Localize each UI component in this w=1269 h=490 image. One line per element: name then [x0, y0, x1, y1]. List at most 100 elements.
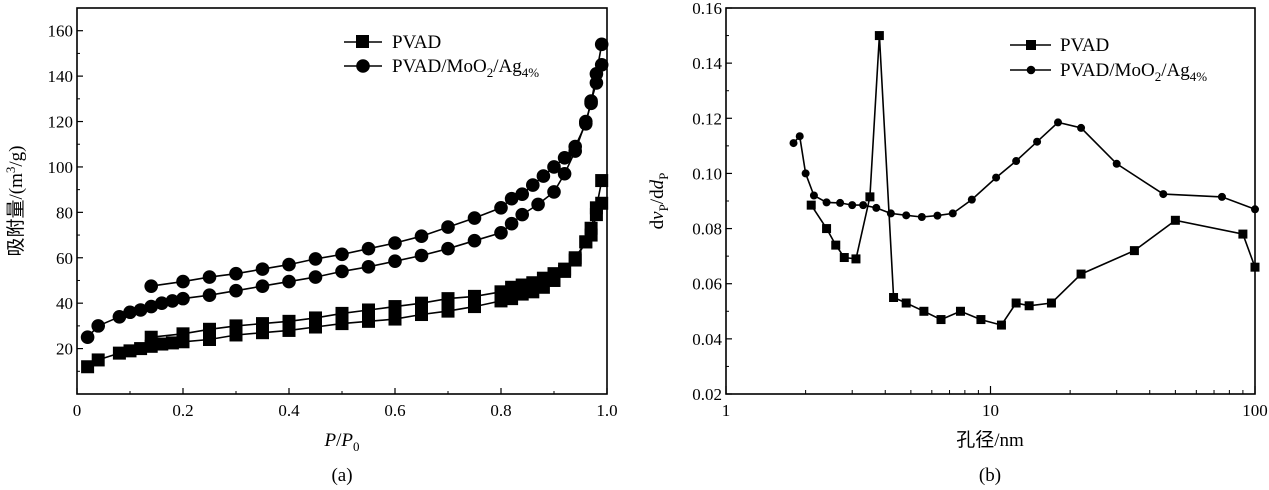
data-point-circle — [361, 241, 376, 256]
data-point-circle — [515, 187, 529, 201]
data-point-square — [1046, 298, 1056, 308]
data-point-circle — [467, 211, 482, 225]
x-tick-label-a: 0 — [73, 401, 82, 420]
data-point-dot — [848, 201, 857, 210]
data-point-square — [1170, 215, 1180, 225]
data-point-dot — [917, 212, 926, 221]
data-point-dot — [1112, 159, 1121, 168]
data-point-square — [388, 300, 402, 314]
x-tick-label-b: 10 — [982, 401, 999, 420]
data-point-circle — [568, 139, 582, 154]
data-point-circle — [414, 229, 429, 243]
data-point-square — [388, 312, 402, 326]
data-point-square — [91, 353, 105, 367]
y-tick-label-a: 160 — [48, 22, 74, 41]
data-point-circle — [282, 257, 296, 272]
data-point-circle — [112, 310, 127, 324]
data-point-square — [976, 315, 986, 325]
data-point-square — [415, 308, 428, 322]
data-point-square — [144, 330, 158, 344]
data-point-square — [155, 337, 169, 351]
data-point-circle — [282, 274, 296, 289]
data-point-square — [1011, 298, 1021, 308]
data-point-circle — [255, 262, 270, 276]
data-point-dot — [795, 132, 804, 141]
y-axis-label-a: 吸附量/(m3/g) — [3, 146, 27, 257]
data-point-square — [282, 314, 296, 328]
data-point-square — [335, 306, 349, 320]
data-point-square — [1238, 229, 1248, 239]
data-point-square — [441, 292, 455, 306]
legend-b: PVAD PVAD/MoO2/Ag4% — [1010, 35, 1207, 84]
data-point-square — [176, 327, 190, 341]
data-point-circle — [589, 76, 604, 90]
data-point-square — [536, 271, 550, 285]
legend-a-label-composite: PVAD/MoO2/Ag4% — [392, 56, 539, 80]
data-point-circle — [536, 169, 551, 183]
y-tick-label-b: 0.10 — [692, 164, 722, 183]
series-b-pvad — [806, 31, 1260, 330]
y-tick-label-a: 120 — [48, 113, 74, 132]
legend-a: PVAD PVAD/MoO2/Ag4% — [344, 32, 539, 80]
data-point-square — [1129, 246, 1139, 256]
data-point-square — [441, 304, 455, 318]
data-point-circle — [414, 248, 429, 263]
data-point-circle — [441, 241, 455, 256]
x-axis-label-a: P/P0 — [324, 430, 360, 454]
data-point-circle — [494, 201, 508, 215]
data-point-dot — [1012, 157, 1021, 166]
data-point-square — [468, 289, 481, 303]
data-point-circle — [229, 266, 243, 281]
legend-b-marker-dot — [1026, 65, 1036, 75]
data-point-circle — [361, 260, 376, 274]
data-point-circle — [144, 299, 158, 314]
panel-label-b: (b) — [979, 465, 1001, 486]
data-point-circle — [80, 330, 95, 345]
data-point-square — [81, 360, 95, 374]
data-point-square — [505, 280, 519, 294]
data-point-dot — [801, 169, 810, 178]
y-tick-label-b: 0.12 — [692, 109, 722, 128]
data-point-circle — [594, 57, 609, 72]
data-point-circle — [255, 279, 270, 293]
panel-a-isotherm-chart: 0 0.2 0.4 0.6 0.8 1.0 20 40 60 80 100 120 140 160 PVA… — [3, 7, 618, 486]
data-point-circle — [579, 117, 593, 131]
data-point-circle — [504, 191, 519, 206]
data-point-square — [112, 346, 126, 360]
data-point-square — [1024, 301, 1034, 311]
series-a-pvad — [81, 174, 609, 374]
legend-b-label-pvad: PVAD — [1060, 35, 1109, 56]
data-point-dot — [859, 201, 868, 210]
data-point-square — [134, 342, 148, 356]
data-point-circle — [335, 247, 349, 262]
series-line-a-desorption — [151, 202, 603, 338]
data-point-circle — [335, 264, 349, 279]
data-point-square — [203, 333, 216, 347]
data-point-circle — [308, 252, 323, 266]
x-tick-label-a: 0.6 — [384, 401, 405, 420]
data-point-circle — [388, 236, 402, 250]
data-point-square — [558, 262, 572, 276]
legend-a-label-pvad: PVAD — [392, 32, 441, 53]
data-point-circle — [526, 178, 540, 192]
data-point-circle — [133, 303, 148, 317]
y-tick-label-b: 0.16 — [692, 0, 722, 18]
data-point-square — [806, 200, 816, 210]
y-tick-label-b: 0.04 — [692, 330, 722, 349]
data-point-square — [936, 315, 946, 325]
legend-b-marker-square — [1026, 40, 1036, 50]
data-point-dot — [1054, 118, 1063, 127]
data-point-square — [123, 344, 137, 358]
data-point-square — [165, 336, 179, 350]
data-point-circle — [176, 274, 190, 289]
data-point-circle — [308, 270, 323, 284]
data-point-square — [309, 311, 322, 325]
data-point-square — [889, 293, 899, 302]
data-point-square — [822, 224, 832, 234]
data-point-square — [203, 322, 216, 336]
x-tick-label-b: 100 — [1242, 401, 1268, 420]
data-point-square — [865, 192, 875, 202]
data-point-dot — [948, 209, 957, 218]
data-point-square — [468, 300, 481, 314]
panel-label-a: (a) — [331, 465, 352, 486]
